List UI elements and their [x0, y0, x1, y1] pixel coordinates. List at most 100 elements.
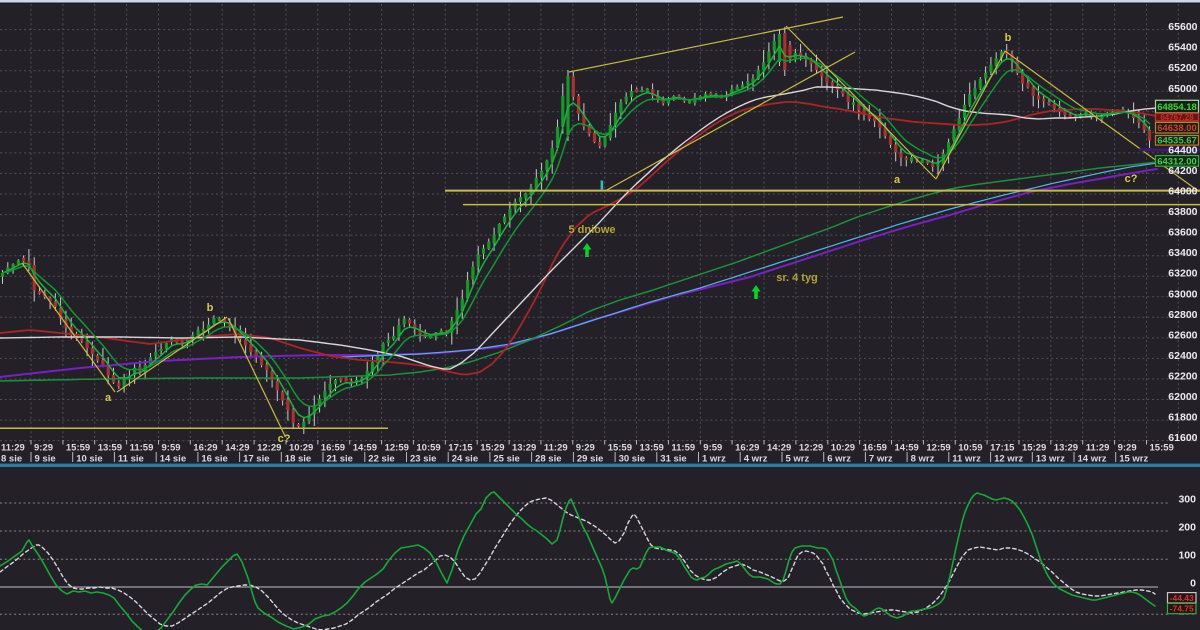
svg-text:11:29: 11:29 — [1086, 443, 1110, 454]
svg-text:12:29: 12:29 — [257, 443, 281, 454]
svg-text:9:59: 9:59 — [162, 443, 181, 454]
svg-text:16:59: 16:59 — [321, 443, 345, 454]
svg-text:12:59: 12:59 — [926, 443, 950, 454]
svg-text:15:29: 15:29 — [1022, 443, 1046, 454]
svg-text:62800: 62800 — [1168, 309, 1197, 321]
svg-text:16:29: 16:29 — [193, 443, 217, 454]
svg-text:22 sie: 22 sie — [368, 454, 394, 465]
svg-text:14 wrz: 14 wrz — [1078, 454, 1107, 465]
svg-text:64638.00: 64638.00 — [1157, 123, 1197, 134]
svg-text:14:59: 14:59 — [353, 443, 377, 454]
svg-text:10:59: 10:59 — [416, 443, 440, 454]
svg-text:9 sie: 9 sie — [35, 454, 56, 465]
svg-text:18 sie: 18 sie — [285, 454, 311, 465]
svg-text:b: b — [1005, 32, 1012, 44]
svg-text:-44.43: -44.43 — [1170, 593, 1194, 603]
svg-text:21 sie: 21 sie — [327, 454, 353, 465]
svg-text:11:29: 11:29 — [1, 443, 25, 454]
svg-text:64400: 64400 — [1168, 144, 1197, 156]
svg-text:15:29: 15:29 — [480, 443, 504, 454]
svg-text:5 dniowe: 5 dniowe — [568, 224, 615, 236]
svg-text:65600: 65600 — [1168, 21, 1197, 33]
svg-text:63400: 63400 — [1168, 247, 1197, 259]
svg-text:16:59: 16:59 — [863, 443, 887, 454]
svg-text:63800: 63800 — [1168, 206, 1197, 218]
svg-text:8 wrz: 8 wrz — [911, 454, 935, 465]
svg-text:12:59: 12:59 — [385, 443, 409, 454]
svg-text:13:59: 13:59 — [98, 443, 122, 454]
svg-text:29 sie: 29 sie — [577, 454, 603, 465]
svg-text:15 wrz: 15 wrz — [1119, 454, 1148, 465]
svg-text:11 sie: 11 sie — [118, 454, 144, 465]
svg-text:62000: 62000 — [1168, 391, 1197, 403]
svg-text:10:59: 10:59 — [958, 443, 982, 454]
svg-text:30 sie: 30 sie — [619, 454, 645, 465]
svg-text:300: 300 — [1178, 494, 1196, 506]
svg-text:11 wrz: 11 wrz — [952, 454, 981, 465]
svg-text:64200: 64200 — [1168, 165, 1197, 177]
svg-text:-74.75: -74.75 — [1170, 604, 1194, 614]
svg-text:13:29: 13:29 — [1054, 443, 1078, 454]
svg-text:65400: 65400 — [1168, 42, 1197, 54]
svg-text:14:29: 14:29 — [225, 443, 249, 454]
svg-text:14:29: 14:29 — [767, 443, 791, 454]
svg-text:24 sie: 24 sie — [452, 454, 478, 465]
svg-text:200: 200 — [1178, 522, 1196, 534]
svg-text:11:29: 11:29 — [544, 443, 568, 454]
svg-text:c?: c? — [278, 433, 291, 445]
svg-text:a: a — [894, 174, 901, 186]
svg-text:10 sie: 10 sie — [76, 454, 102, 465]
svg-text:12:29: 12:29 — [799, 443, 823, 454]
svg-text:12 wrz: 12 wrz — [994, 454, 1023, 465]
svg-text:16:29: 16:29 — [735, 443, 759, 454]
svg-text:9:29: 9:29 — [576, 443, 595, 454]
svg-text:b: b — [207, 302, 214, 314]
svg-text:31 sie: 31 sie — [660, 454, 686, 465]
svg-text:28 sie: 28 sie — [535, 454, 561, 465]
svg-text:11:59: 11:59 — [671, 443, 695, 454]
svg-text:63600: 63600 — [1168, 227, 1197, 239]
svg-text:61600: 61600 — [1168, 432, 1197, 444]
svg-text:62600: 62600 — [1168, 329, 1197, 341]
svg-text:sr. 4 tyg: sr. 4 tyg — [776, 272, 818, 284]
svg-text:17:15: 17:15 — [448, 443, 473, 454]
svg-text:64767.28: 64767.28 — [1160, 113, 1194, 122]
svg-text:10:29: 10:29 — [831, 443, 855, 454]
svg-text:9:29: 9:29 — [1118, 443, 1137, 454]
svg-text:100: 100 — [1178, 550, 1196, 562]
svg-text:1 wrz: 1 wrz — [702, 454, 726, 465]
svg-text:c?: c? — [1125, 173, 1138, 185]
svg-text:23 sie: 23 sie — [410, 454, 436, 465]
svg-text:65200: 65200 — [1168, 62, 1197, 74]
svg-text:25 sie: 25 sie — [493, 454, 519, 465]
svg-text:64535.67: 64535.67 — [1157, 136, 1197, 147]
svg-text:65000: 65000 — [1168, 83, 1197, 95]
svg-text:16 sie: 16 sie — [201, 454, 227, 465]
svg-text:64312.00: 64312.00 — [1157, 156, 1197, 167]
svg-text:13:29: 13:29 — [512, 443, 536, 454]
svg-text:13:59: 13:59 — [640, 443, 664, 454]
svg-text:61800: 61800 — [1168, 412, 1197, 424]
svg-text:5 wrz: 5 wrz — [786, 454, 810, 465]
svg-text:14 sie: 14 sie — [160, 454, 186, 465]
svg-text:11:59: 11:59 — [130, 443, 154, 454]
svg-text:4 wrz: 4 wrz — [744, 454, 768, 465]
svg-text:64000: 64000 — [1168, 186, 1197, 198]
svg-text:63200: 63200 — [1168, 268, 1197, 280]
svg-text:10:29: 10:29 — [289, 443, 313, 454]
svg-text:17 sie: 17 sie — [243, 454, 269, 465]
svg-text:7 wrz: 7 wrz — [869, 454, 893, 465]
svg-text:6 wrz: 6 wrz — [827, 454, 851, 465]
svg-text:64854.18: 64854.18 — [1157, 102, 1197, 113]
svg-text:0: 0 — [1190, 578, 1196, 590]
svg-text:63000: 63000 — [1168, 288, 1197, 300]
svg-text:15:59: 15:59 — [66, 443, 90, 454]
svg-text:14:59: 14:59 — [895, 443, 919, 454]
svg-text:9:59: 9:59 — [703, 443, 722, 454]
svg-text:13 wrz: 13 wrz — [1036, 454, 1065, 465]
svg-text:62200: 62200 — [1168, 371, 1197, 383]
svg-text:a: a — [105, 392, 112, 404]
svg-text:9:29: 9:29 — [34, 443, 53, 454]
svg-text:15:59: 15:59 — [1150, 443, 1174, 454]
svg-text:15:59: 15:59 — [608, 443, 632, 454]
